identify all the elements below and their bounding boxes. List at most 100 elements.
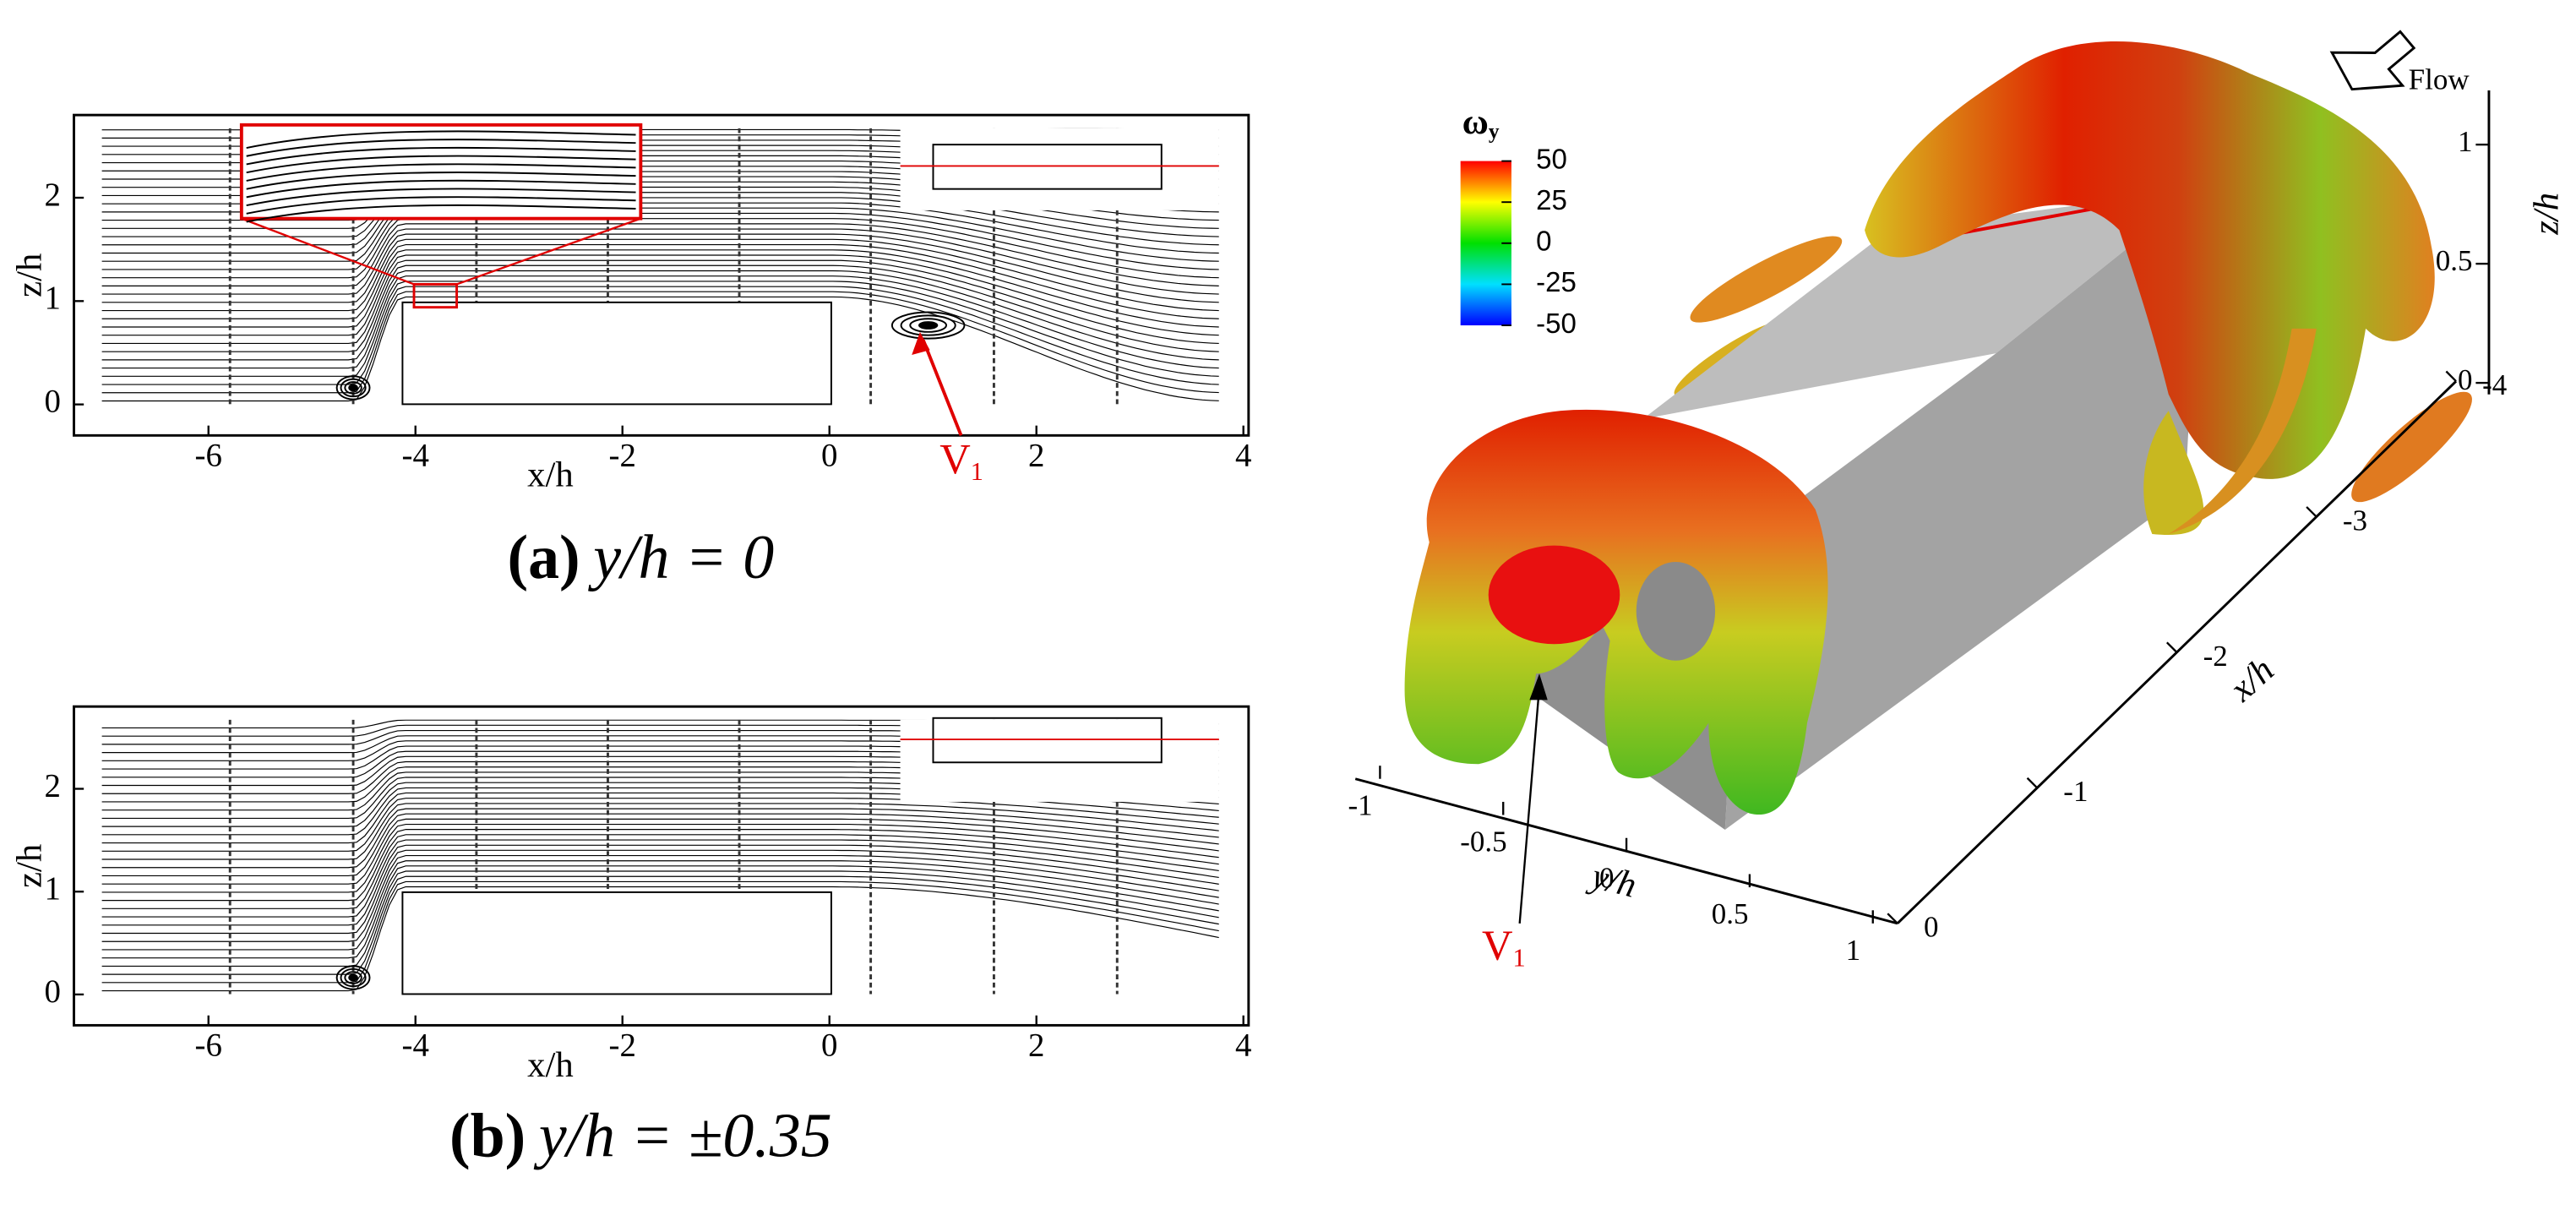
streamline — [101, 259, 1219, 345]
colorbar-tick-label: -25 — [1536, 267, 1577, 298]
axis-tick-label: -2 — [2203, 640, 2228, 673]
annotation: V1 — [1482, 922, 1526, 973]
plot-frame — [73, 705, 1250, 1027]
vortex-core — [890, 311, 966, 340]
arrow-head — [1529, 673, 1548, 700]
zoom-streamline — [246, 172, 636, 190]
zoom-link — [241, 217, 415, 286]
y-tick-label: 2 — [45, 767, 61, 804]
x-tick-label: 0 — [821, 1027, 837, 1064]
y-axis-label: z/h — [10, 844, 50, 888]
axis-tick-label: 0 — [1599, 861, 1615, 894]
x-axis-label: x/h — [527, 1045, 574, 1085]
streamline — [101, 849, 1219, 935]
streamline — [101, 865, 1219, 959]
axis-tick-label: 0 — [2458, 363, 2473, 396]
zoom-streamline — [246, 196, 636, 215]
x-axis-label: x/h — [527, 455, 574, 495]
zoom-streamline — [246, 139, 636, 157]
streamline — [101, 818, 1219, 885]
vortex-core — [340, 378, 367, 398]
zoom-streamline — [246, 130, 636, 149]
streamline — [101, 798, 1219, 852]
streamline — [101, 238, 1219, 312]
x-tick-label: -6 — [195, 1027, 222, 1064]
vortex-core — [344, 971, 362, 984]
vortex-core — [900, 314, 956, 336]
streamline — [101, 860, 1219, 951]
streamline — [101, 218, 1219, 279]
colorbar-tick-label: 25 — [1536, 185, 1567, 216]
axis-label: x/h — [2222, 650, 2282, 710]
axis-tick-label: -1 — [2063, 775, 2088, 808]
caption: (b) y/h = ±0.35 — [449, 1100, 832, 1169]
x-tick-label: 4 — [1235, 1027, 1251, 1064]
streamline-panel: -6 -4 -2 0 2 4 0 1 2 x/h z/h (a) y/h = 0 — [10, 113, 1251, 591]
x-tick-label: -2 — [609, 1027, 636, 1064]
axis-tick-label: 0.5 — [1712, 897, 1749, 930]
inset — [900, 128, 1219, 210]
zoom-link — [456, 217, 641, 286]
streamline — [101, 249, 1219, 328]
annotation-sub: 1 — [971, 457, 983, 486]
axis-tick-label: 0 — [1924, 911, 1939, 944]
streamline — [101, 275, 1219, 369]
x-tick-label: -2 — [609, 437, 636, 473]
axis-tick — [2026, 777, 2039, 789]
flow-arrow — [2329, 30, 2416, 91]
streamline — [101, 808, 1219, 869]
zoom-source — [412, 282, 459, 309]
caption-label: (a) — [508, 522, 580, 591]
streamline — [101, 803, 1219, 860]
annotation-main: V — [1482, 922, 1513, 969]
streamline — [101, 813, 1219, 877]
vortex-core — [1488, 545, 1620, 645]
x-tick-label: 2 — [1028, 1027, 1044, 1064]
streamline — [101, 880, 1219, 984]
streamline — [101, 243, 1219, 319]
streamline — [101, 839, 1219, 918]
streamline — [101, 223, 1219, 286]
vortex-core — [335, 965, 371, 990]
axis-label: z/h — [2527, 193, 2567, 236]
vortex-center — [349, 974, 357, 981]
vortex-streak — [2351, 391, 2472, 503]
zoom-streamline — [246, 204, 636, 223]
zoom-streamline — [246, 188, 636, 207]
x-tick-label: 4 — [1235, 437, 1251, 473]
vortex-core — [340, 967, 367, 988]
caption-label: (b) — [449, 1100, 526, 1169]
axis-tick-label: -0.5 — [1460, 826, 1506, 858]
caption-text: y/h = 0 — [587, 522, 774, 591]
colorbar-tick-label: -50 — [1536, 308, 1577, 340]
annotation: V1 — [939, 435, 983, 486]
vortex-streak — [1690, 236, 1843, 323]
vortex-leg — [2168, 328, 2317, 534]
zoom-streamline — [246, 155, 636, 174]
streamline — [101, 296, 1219, 402]
box-top — [1642, 188, 2202, 419]
streamline — [101, 228, 1219, 295]
streamline — [101, 875, 1219, 975]
streamline — [101, 829, 1219, 902]
obstacle — [401, 301, 832, 406]
x-tick-label: -4 — [402, 437, 429, 473]
streamline — [101, 286, 1219, 385]
flow-label: Flow — [2409, 63, 2470, 95]
colorbar-tick-label: 0 — [1536, 226, 1551, 258]
annotation-arrow — [922, 339, 963, 437]
front-vortex — [1404, 409, 1828, 815]
axis-tick — [1887, 913, 1898, 924]
x-tick-label: -4 — [402, 1027, 429, 1064]
vortex-core — [909, 318, 948, 333]
axis-tick-label: 0.5 — [2436, 244, 2473, 277]
x-tick-label: 0 — [821, 437, 837, 473]
y-tick-label: 2 — [45, 177, 61, 213]
vortex-hole — [1636, 562, 1716, 661]
colorbar-title: ωy — [1462, 102, 1500, 144]
plot-frame — [73, 113, 1250, 437]
annotation-sub: 1 — [1512, 944, 1525, 973]
streamline — [101, 886, 1219, 992]
streamline — [101, 281, 1219, 377]
